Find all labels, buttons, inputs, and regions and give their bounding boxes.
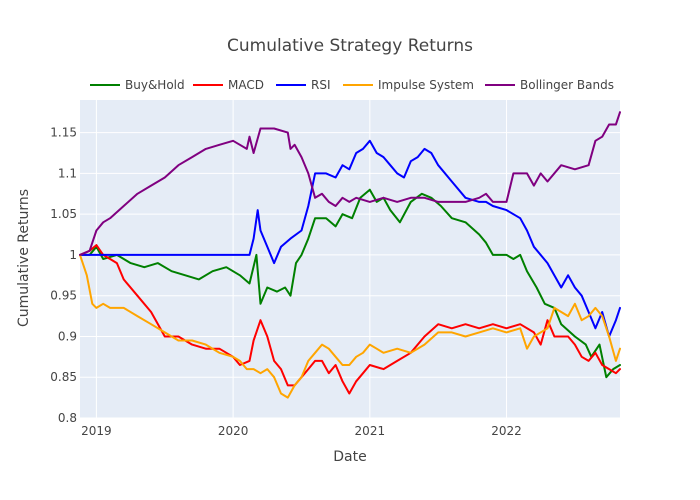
legend[interactable]: Buy&Hold MACD RSI Impulse System Bollinger B… (90, 78, 614, 92)
series-line-impulse-system (79, 253, 621, 399)
series-line-buy-hold (79, 188, 621, 379)
legend-item-macd[interactable]: MACD (193, 78, 264, 92)
legend-item-impulse-system[interactable]: Impulse System (343, 78, 474, 92)
legend-label: Impulse System (378, 78, 474, 92)
y-axis-ticks: 0.8 0.85 0.9 0.95 1 1.05 1.1 1.15 (50, 126, 77, 425)
y-tick-label: 1.15 (50, 126, 77, 140)
x-tick-label: 2022 (491, 424, 522, 438)
x-axis-title: Date (333, 449, 366, 465)
series-line-rsi (79, 139, 621, 338)
legend-item-buy-hold[interactable]: Buy&Hold (90, 78, 185, 92)
series-lines (79, 111, 621, 399)
y-tick-label: 0.95 (50, 289, 77, 303)
y-tick-label: 0.8 (58, 411, 77, 425)
y-tick-label: 1.05 (50, 207, 77, 221)
legend-label: RSI (311, 78, 331, 92)
legend-label: Bollinger Bands (520, 78, 614, 92)
y-tick-label: 1.1 (58, 166, 77, 180)
y-tick-label: 0.9 (58, 329, 77, 343)
x-tick-label: 2019 (81, 424, 112, 438)
legend-label: MACD (228, 78, 264, 92)
x-tick-label: 2021 (355, 424, 386, 438)
y-axis-title: Cumulative Returns (16, 189, 32, 327)
legend-label: Buy&Hold (125, 78, 185, 92)
plot-area (80, 100, 620, 418)
x-axis-ticks: 2019 2020 2021 2022 (81, 424, 522, 438)
series-line-bollinger-bands (79, 111, 621, 256)
legend-item-bollinger-bands[interactable]: Bollinger Bands (485, 78, 614, 92)
legend-item-rsi[interactable]: RSI (276, 78, 331, 92)
y-tick-label: 1 (69, 248, 77, 262)
series-line-macd (79, 244, 621, 395)
x-tick-label: 2020 (218, 424, 249, 438)
chart-title: Cumulative Strategy Returns (227, 36, 473, 56)
y-tick-label: 0.85 (50, 370, 77, 384)
